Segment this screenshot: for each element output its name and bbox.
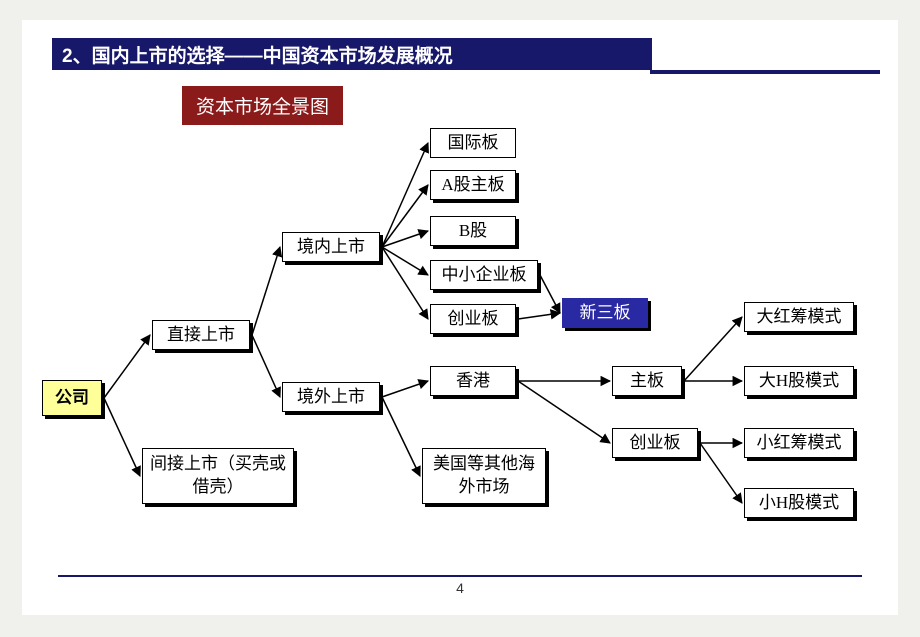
node-gem: 创业板: [430, 304, 516, 334]
footer-line: [58, 575, 862, 577]
node-domestic: 境内上市: [282, 232, 380, 262]
node-newboard: 新三板: [562, 298, 648, 328]
node-mainboard: 主板: [612, 366, 682, 396]
content-area: 2、国内上市的选择——中国资本市场发展概况 资本市场全景图 公司直接上市间接上市…: [22, 20, 898, 615]
node-big_red: 大红筹模式: [744, 302, 854, 332]
node-direct: 直接上市: [152, 320, 250, 350]
node-big_h: 大H股模式: [744, 366, 854, 396]
node-small_red: 小红筹模式: [744, 428, 854, 458]
node-intl: 国际板: [430, 128, 516, 158]
node-us: 美国等其他海外市场: [422, 448, 546, 504]
node-overseas: 境外上市: [282, 382, 380, 412]
page-number: 4: [22, 580, 898, 596]
node-company: 公司: [42, 380, 102, 416]
diagram-container: 公司 直接上市间接上市（买壳或借壳） 境内上市境外上市 国际板 A股主板 B股中小企业板创…: [22, 20, 898, 615]
node-indirect: 间接上市（买壳或借壳）: [142, 448, 294, 504]
node-hk_gem: 创业板: [612, 428, 698, 458]
node-hk: 香港: [430, 366, 516, 396]
node-sme: 中小企业板: [430, 260, 538, 290]
node-a_main: A股主板: [430, 170, 516, 200]
node-b_share: B股: [430, 216, 516, 246]
node-small_h: 小H股模式: [744, 488, 854, 518]
